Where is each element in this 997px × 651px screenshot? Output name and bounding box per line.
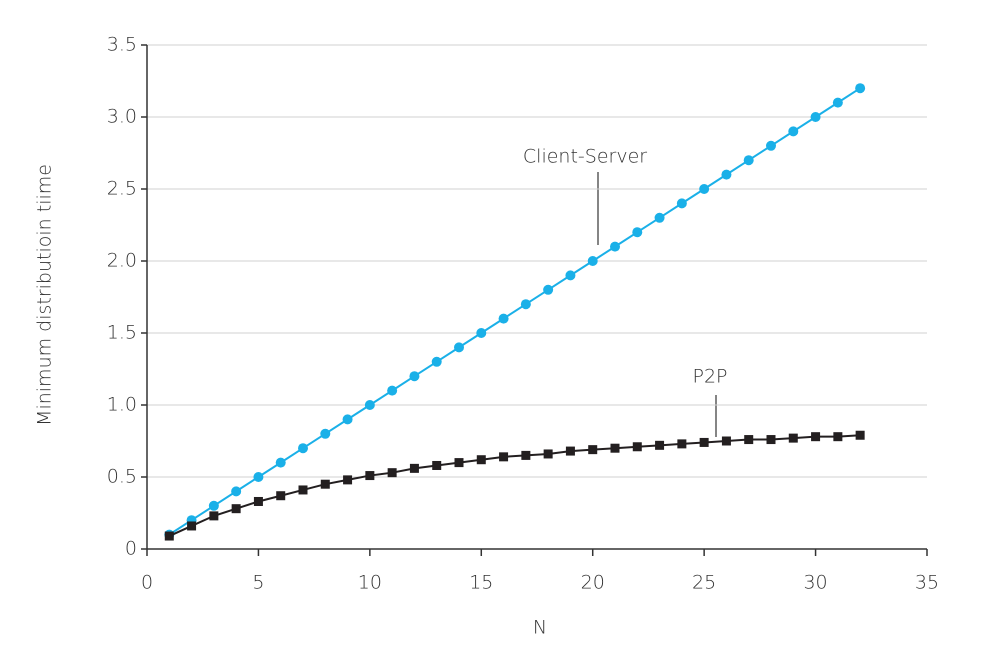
point (454, 342, 464, 353)
point (565, 446, 575, 456)
point (209, 511, 219, 521)
x-axis-title: N (533, 617, 547, 639)
point (208, 500, 219, 511)
point (231, 504, 241, 514)
point (520, 299, 531, 310)
series-label: Client-Server (523, 146, 647, 168)
point (788, 126, 799, 137)
point (543, 449, 553, 459)
point (432, 460, 442, 470)
point (431, 356, 442, 367)
point (743, 155, 754, 166)
point (476, 328, 487, 338)
point (610, 443, 620, 453)
point (275, 457, 286, 468)
point (387, 468, 397, 478)
point (253, 472, 264, 482)
point (632, 227, 643, 238)
point (164, 531, 174, 541)
point (498, 313, 509, 324)
point (387, 385, 398, 396)
point (298, 443, 308, 454)
point (833, 432, 843, 442)
point (699, 184, 710, 194)
point (253, 496, 263, 506)
x-tick-label: 20 (581, 572, 605, 594)
point (654, 212, 665, 223)
point (364, 400, 375, 410)
point (855, 83, 866, 94)
point (342, 414, 353, 425)
point (810, 112, 821, 122)
point (454, 458, 464, 468)
point (320, 479, 330, 489)
point (677, 439, 687, 449)
point (610, 241, 620, 252)
x-tick-label: 5 (252, 572, 264, 594)
point (231, 486, 242, 497)
y-tick-label: 1.0 (107, 394, 137, 416)
point (699, 437, 709, 447)
y-axis-title: Minimum distributioin tiime (34, 164, 56, 426)
point (343, 475, 353, 485)
point (187, 521, 197, 531)
point (788, 433, 798, 443)
y-tick-label: 0.5 (107, 466, 137, 488)
y-tick-label: 2.0 (107, 250, 137, 272)
x-tick-label: 35 (915, 572, 939, 594)
x-tick-label: 25 (692, 572, 716, 594)
point (409, 463, 419, 473)
y-tick-label: 2.5 (107, 178, 137, 200)
point (409, 371, 420, 382)
point (811, 432, 821, 442)
point (632, 442, 642, 452)
point (521, 450, 531, 460)
point (365, 471, 375, 481)
point (276, 491, 286, 501)
point (744, 435, 754, 445)
point (676, 198, 687, 209)
series-line (168, 434, 861, 537)
point (721, 169, 732, 180)
point (476, 455, 486, 465)
point (655, 440, 665, 450)
point (766, 140, 776, 151)
y-tick-label: 1.5 (107, 322, 137, 344)
point (721, 436, 731, 446)
y-tick-label: 0 (125, 538, 137, 560)
x-tick-label: 15 (469, 572, 493, 594)
point (320, 428, 331, 439)
point (298, 485, 308, 495)
y-tick-label: 3.5 (107, 34, 137, 56)
point (766, 435, 776, 445)
point (587, 256, 598, 266)
point (565, 270, 576, 281)
point (832, 97, 843, 108)
series-line (168, 87, 861, 536)
point (588, 445, 598, 455)
y-tick-label: 3.0 (107, 106, 137, 128)
x-tick-label: 30 (803, 572, 827, 594)
x-tick-label: 0 (141, 572, 153, 594)
series-label: P2P (692, 366, 727, 388)
point (855, 430, 865, 440)
point (543, 284, 554, 295)
x-tick-label: 10 (358, 572, 382, 594)
point (499, 452, 509, 462)
